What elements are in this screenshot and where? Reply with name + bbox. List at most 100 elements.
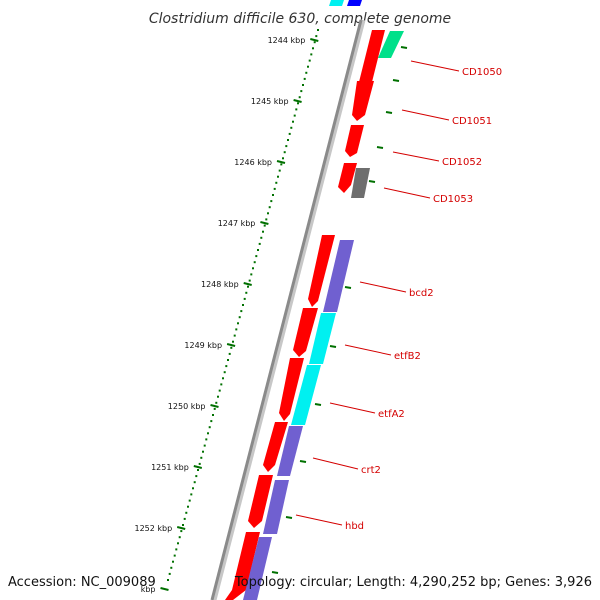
scale-dot: [200, 456, 203, 459]
partial-blue-feature: [347, 0, 362, 6]
gene-label: CD1051: [452, 116, 492, 127]
cds-feature: [359, 30, 385, 82]
track-tick: [299, 460, 307, 463]
scale-tick: [176, 526, 186, 530]
label-connectors: [295, 60, 460, 526]
scale-dot: [260, 236, 263, 239]
scale-dot: [317, 29, 319, 31]
scale-tick: [226, 343, 236, 347]
scale-dot: [232, 340, 234, 343]
scale-dot: [212, 414, 214, 416]
accession-text: Accession: NC_009089: [8, 575, 156, 590]
scale-dot: [187, 505, 189, 508]
scale-dot: [315, 35, 318, 38]
scale-tick-label: 1247 kbp: [218, 219, 256, 228]
scale-dot: [225, 365, 228, 368]
scale-dot: [185, 511, 188, 514]
scale-track: 1244 kbp 1245 kbp 1246 kbp 1247 kbp 1248 kbp…: [134, 29, 408, 594]
scale-dot: [223, 371, 226, 374]
scale-tick-label: 1250 kbp: [168, 402, 206, 411]
scale-dot: [177, 542, 179, 545]
cds-cog-feature: [277, 426, 303, 476]
gene-label: bcd2: [409, 288, 434, 299]
scale-dot: [217, 395, 219, 398]
connector-line: [312, 457, 359, 470]
cds-feature: [279, 358, 304, 421]
gene-label: CD1052: [442, 157, 482, 168]
scale-dot: [182, 524, 184, 526]
scale-dot: [245, 291, 248, 294]
scale-dot: [293, 114, 296, 117]
scale-dot: [208, 426, 211, 429]
scale-dot: [190, 493, 193, 496]
cds-feature: [263, 422, 288, 472]
scale-dot: [273, 187, 276, 190]
track-tick: [385, 111, 393, 114]
scale-dot: [228, 352, 231, 355]
scale-dot: [307, 65, 309, 68]
scale-dot: [310, 53, 313, 56]
cds-cog-feature: [291, 365, 321, 425]
scale-tick-label: 1246 kbp: [234, 158, 272, 167]
scale-dot: [298, 96, 301, 99]
scale-dot: [295, 108, 298, 111]
scale-dot: [250, 273, 253, 276]
scale-dot: [282, 157, 284, 160]
scale-dot: [247, 285, 249, 288]
scale-dot: [197, 469, 199, 471]
scale-dot: [272, 194, 274, 196]
scale-tick: [276, 160, 286, 164]
scale-dot: [235, 328, 238, 331]
scale-dot: [178, 536, 181, 539]
scale-tick-label: 1248 kbp: [201, 280, 239, 289]
scale-dot: [288, 132, 291, 135]
track-tick: [400, 46, 408, 49]
footer: Accession: NC_009089 Topology: circular;…: [8, 575, 592, 590]
genome-backbone: [210, 19, 366, 600]
scale-dot: [267, 212, 269, 215]
scale-tick: [260, 221, 269, 225]
scale-dot: [168, 572, 171, 575]
scale-dot: [277, 175, 279, 178]
scale-dot: [230, 346, 233, 349]
gene-label: hbd: [345, 521, 364, 532]
cds-cog-feature: [243, 537, 272, 600]
scale-dot: [240, 310, 243, 313]
scale-dot: [203, 444, 206, 447]
track-tick: [376, 146, 384, 149]
scale-dot: [215, 401, 218, 404]
cds-cog-feature: [378, 31, 404, 58]
forward-strand-track: [225, 30, 385, 600]
scale-dot: [308, 59, 311, 62]
scale-dot: [290, 126, 293, 129]
scale-dot: [300, 90, 303, 93]
scale-dot: [283, 151, 286, 154]
scale-dot: [213, 407, 216, 410]
scale-dot: [292, 120, 294, 123]
cds-feature: [338, 163, 357, 193]
cds-feature: [248, 475, 273, 528]
scale-dot: [278, 169, 281, 172]
scale-dot: [237, 322, 239, 325]
cds-cog-feature: [351, 168, 370, 198]
scale-tick: [243, 282, 252, 286]
map-title: Clostridium difficile 630, complete geno…: [149, 11, 451, 27]
scale-dot: [218, 389, 221, 392]
connector-line: [295, 514, 343, 526]
scale-dot: [265, 218, 268, 221]
track-tick: [271, 571, 279, 574]
connector-line: [401, 109, 450, 121]
cds-feature: [352, 81, 374, 121]
scale-dot: [183, 517, 186, 520]
cds-cog-feature: [323, 240, 354, 312]
scale-dot: [312, 47, 314, 50]
genome-summary-text: Topology: circular; Length: 4,290,252 bp…: [234, 575, 592, 590]
gene-label: etfB2: [394, 351, 421, 362]
scale-dot: [220, 383, 223, 386]
scale-dot: [257, 249, 259, 251]
scale-dot: [313, 41, 316, 44]
scale-dot: [270, 200, 273, 203]
scale-tick-label: 1245 kbp: [251, 97, 289, 106]
scale-dot: [302, 84, 304, 86]
scale-dot: [193, 481, 196, 484]
